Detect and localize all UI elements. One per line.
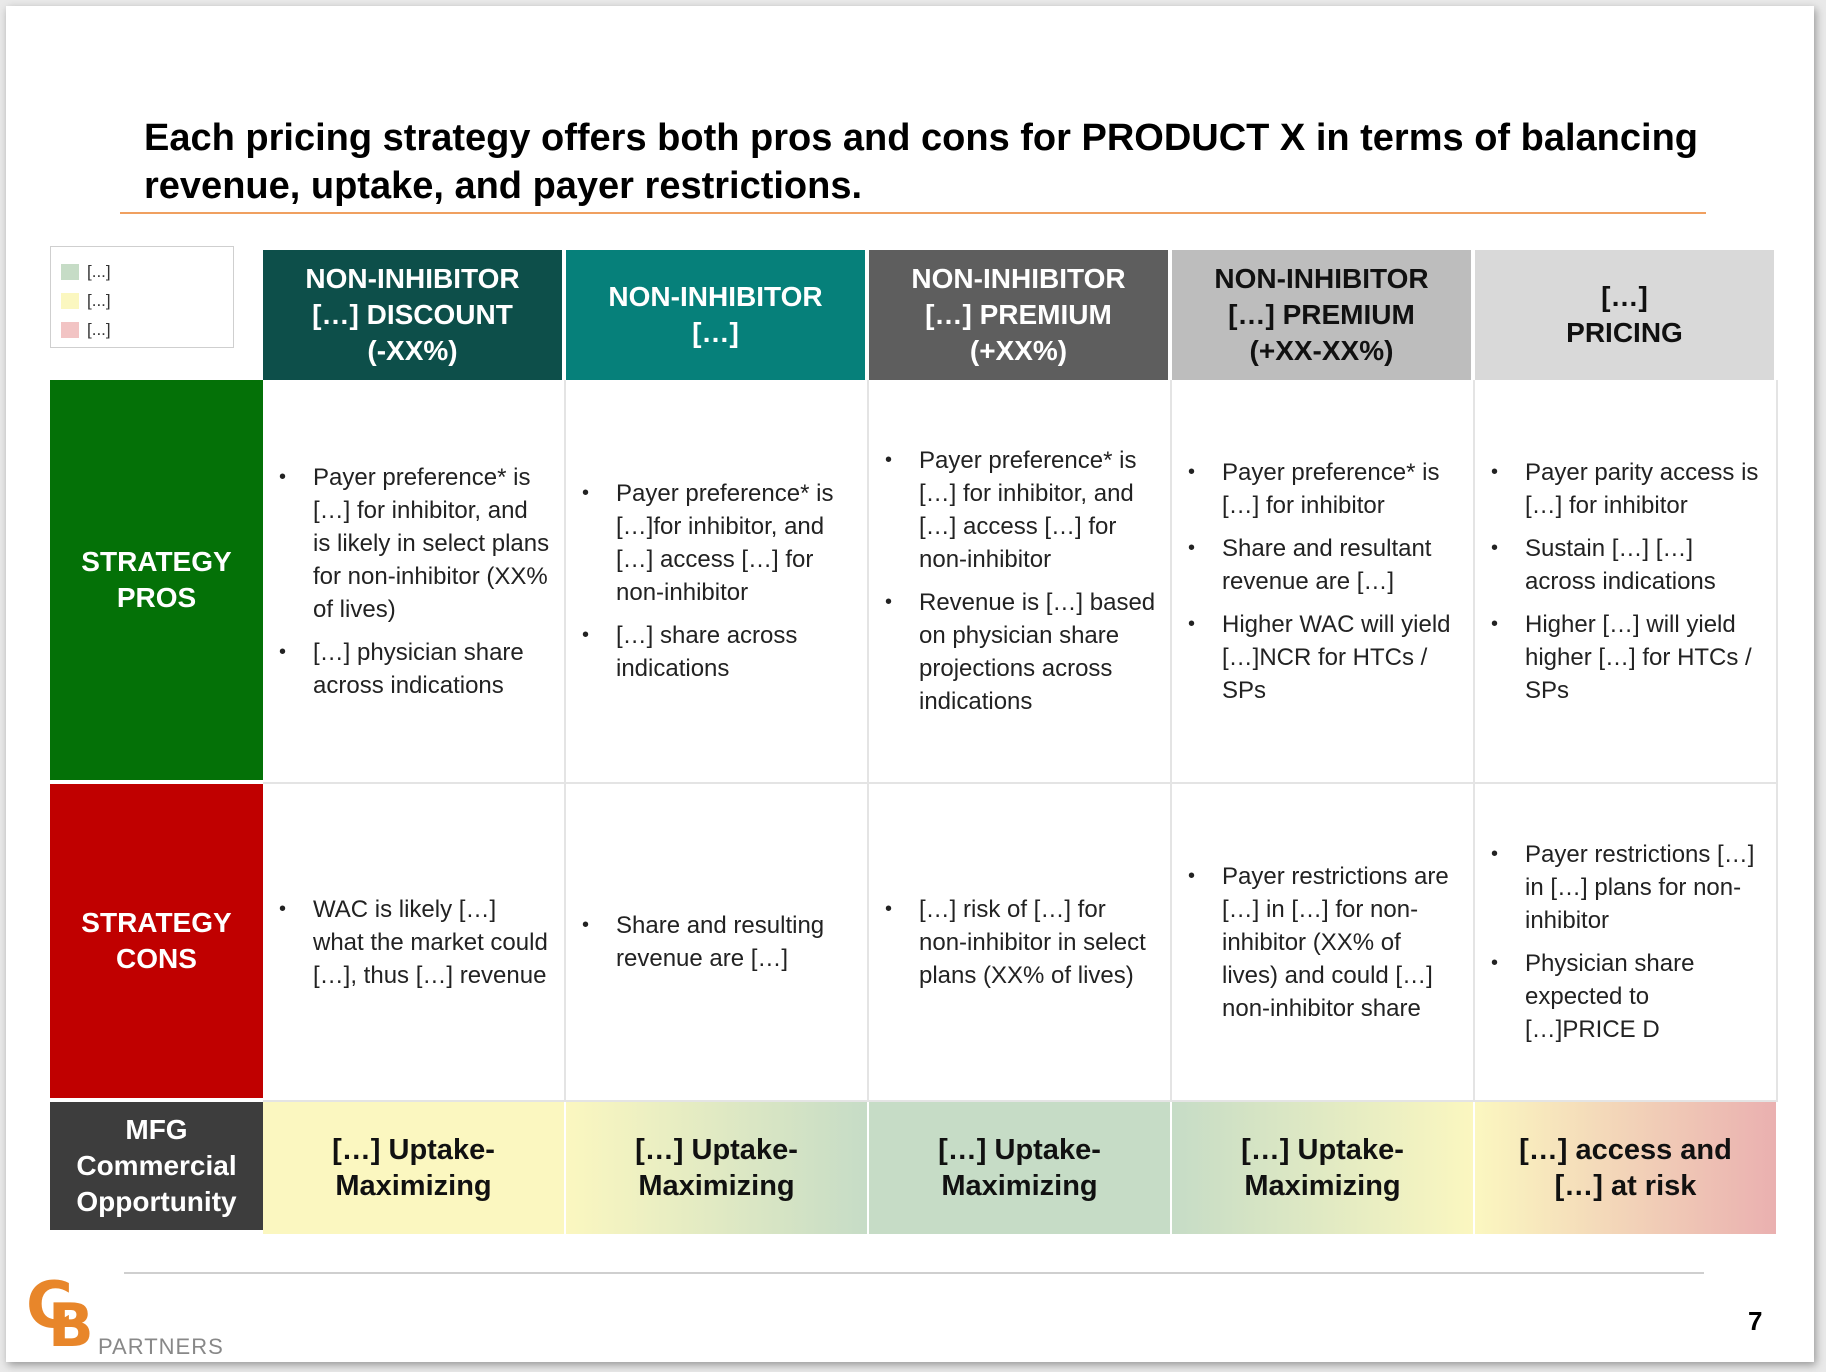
legend: [...] [...] [...] [50,246,234,348]
opportunity-cell: […] Uptake- Maximizing [263,1102,566,1234]
cons-cell: Payer restrictions are […] in […] for no… [1172,784,1475,1102]
cons-list: Payer restrictions […] in […] plans for … [1489,838,1762,1046]
cons-list: Share and resulting revenue are […] [580,909,853,975]
strategy-table: NON-INHIBITOR […] DISCOUNT (-XX%) NON-INHI… [50,250,1778,1234]
pros-cell: Payer preference* is […]for inhibitor, a… [566,380,869,784]
cons-list: WAC is likely […] what the market could … [277,893,550,992]
bullet-item: Sustain […] […] across indications [1491,532,1762,598]
cons-cell: […] risk of […] for non-inhibitor in sel… [869,784,1172,1102]
opportunity-cell: […] access and […] at risk [1475,1102,1778,1234]
bullet-item: Share and resultant revenue are […] [1188,532,1459,598]
column-header-pricing: […] PRICING [1475,250,1778,380]
opportunity-text: […] Uptake- Maximizing [635,1134,798,1202]
opportunity-text: […] access and […] at risk [1519,1134,1732,1202]
bullet-item: WAC is likely […] what the market could … [279,893,550,992]
column-header-text: NON-INHIBITOR […] PREMIUM (+XX%) [911,263,1126,366]
bullet-item: Revenue is […] based on physician share … [885,586,1156,718]
bullet-item: Payer preference* is […] for inhibitor [1188,456,1459,522]
bullet-item: Higher WAC will yield […]NCR for HTCs / … [1188,608,1459,707]
bullet-item: Payer parity access is […] for inhibitor [1491,456,1762,522]
bullet-item: Payer preference* is […] for inhibitor, … [885,444,1156,576]
cons-cell: WAC is likely […] what the market could … [263,784,566,1102]
logo-mark-b: B [48,1291,94,1361]
bullet-item: Payer restrictions […] in […] plans for … [1491,838,1762,937]
logo-text: PARTNERS [98,1334,224,1359]
row-label-text: STRATEGY CONS [81,907,232,974]
legend-swatch-yellow [61,292,79,309]
logo-mark-c: C [26,1269,73,1343]
pros-list: Payer preference* is […] for inhibitor, … [883,444,1156,718]
legend-swatch-red [61,321,79,338]
bullet-item: Payer preference* is […]for inhibitor, a… [582,477,853,609]
bullet-item: […] share across indications [582,619,853,685]
bullet-item: Higher […] will yield higher […] for HTC… [1491,608,1762,707]
column-header-discount: NON-INHIBITOR […] DISCOUNT (-XX%) [263,250,566,380]
cons-list: […] risk of […] for non-inhibitor in sel… [883,893,1156,992]
cb-partners-logo: C B PARTNERS [26,1269,246,1361]
column-header-text: […] PRICING [1566,281,1683,348]
cons-cell: Share and resulting revenue are […] [566,784,869,1102]
cons-list: Payer restrictions are […] in […] for no… [1186,860,1459,1025]
slide-title: Each pricing strategy offers both pros a… [144,117,1698,207]
legend-item: [...] [51,257,233,286]
column-header-high-premium: NON-INHIBITOR […] PREMIUM (+XX-XX%) [1172,250,1475,380]
legend-item: [...] [51,286,233,315]
pros-cell: Payer parity access is […] for inhibitor… [1475,380,1778,784]
page-number: 7 [1748,1306,1763,1336]
legend-swatch-green [61,263,79,280]
slide: Each pricing strategy offers both pros a… [6,6,1814,1362]
title-underline [120,212,1706,214]
bullet-item: Share and resulting revenue are […] [582,909,853,975]
cons-cell: Payer restrictions […] in […] plans for … [1475,784,1778,1102]
legend-label: [...] [87,319,111,339]
pros-list: Payer preference* is […] for inhibitor, … [277,461,550,702]
row-label-cons: STRATEGY CONS [50,784,263,1102]
footer-divider [124,1272,1704,1274]
bullet-item: […] physician share across indications [279,636,550,702]
pros-list: Payer preference* is […]for inhibitor, a… [580,477,853,685]
column-header-parity: NON-INHIBITOR […] [566,250,869,380]
bullet-item: Payer restrictions are […] in […] for no… [1188,860,1459,1025]
opportunity-cell: […] Uptake- Maximizing [1172,1102,1475,1234]
legend-label: [...] [87,261,111,281]
pros-list: Payer preference* is […] for inhibitor Sh… [1186,456,1459,707]
column-header-text: NON-INHIBITOR […] PREMIUM (+XX-XX%) [1214,263,1429,366]
column-header-text: NON-INHIBITOR […] DISCOUNT (-XX%) [305,263,520,366]
pros-cell: Payer preference* is […] for inhibitor, … [263,380,566,784]
pros-cell: Payer preference* is […] for inhibitor, … [869,380,1172,784]
row-label-pros: STRATEGY PROS [50,380,263,784]
opportunity-text: […] Uptake- Maximizing [938,1134,1101,1202]
column-header-text: NON-INHIBITOR […] [608,281,823,348]
corner-cell [50,250,263,380]
legend-item: [...] [51,315,233,344]
column-header-premium: NON-INHIBITOR […] PREMIUM (+XX%) [869,250,1172,380]
bullet-item: […] risk of […] for non-inhibitor in sel… [885,893,1156,992]
pros-list: Payer parity access is […] for inhibitor… [1489,456,1762,707]
row-label-text: STRATEGY PROS [81,546,232,613]
opportunity-text: […] Uptake- Maximizing [332,1134,495,1202]
bullet-item: Physician share expected to […]PRICE D [1491,947,1762,1046]
opportunity-cell: […] Uptake- Maximizing [566,1102,869,1234]
opportunity-text: […] Uptake- Maximizing [1241,1134,1404,1202]
legend-label: [...] [87,290,111,310]
row-label-text: MFG Commercial Opportunity [76,1114,237,1217]
bullet-item: Payer preference* is […] for inhibitor, … [279,461,550,626]
opportunity-cell: […] Uptake- Maximizing [869,1102,1172,1234]
pros-cell: Payer preference* is […] for inhibitor Sh… [1172,380,1475,784]
row-label-opportunity: MFG Commercial Opportunity [50,1102,263,1234]
